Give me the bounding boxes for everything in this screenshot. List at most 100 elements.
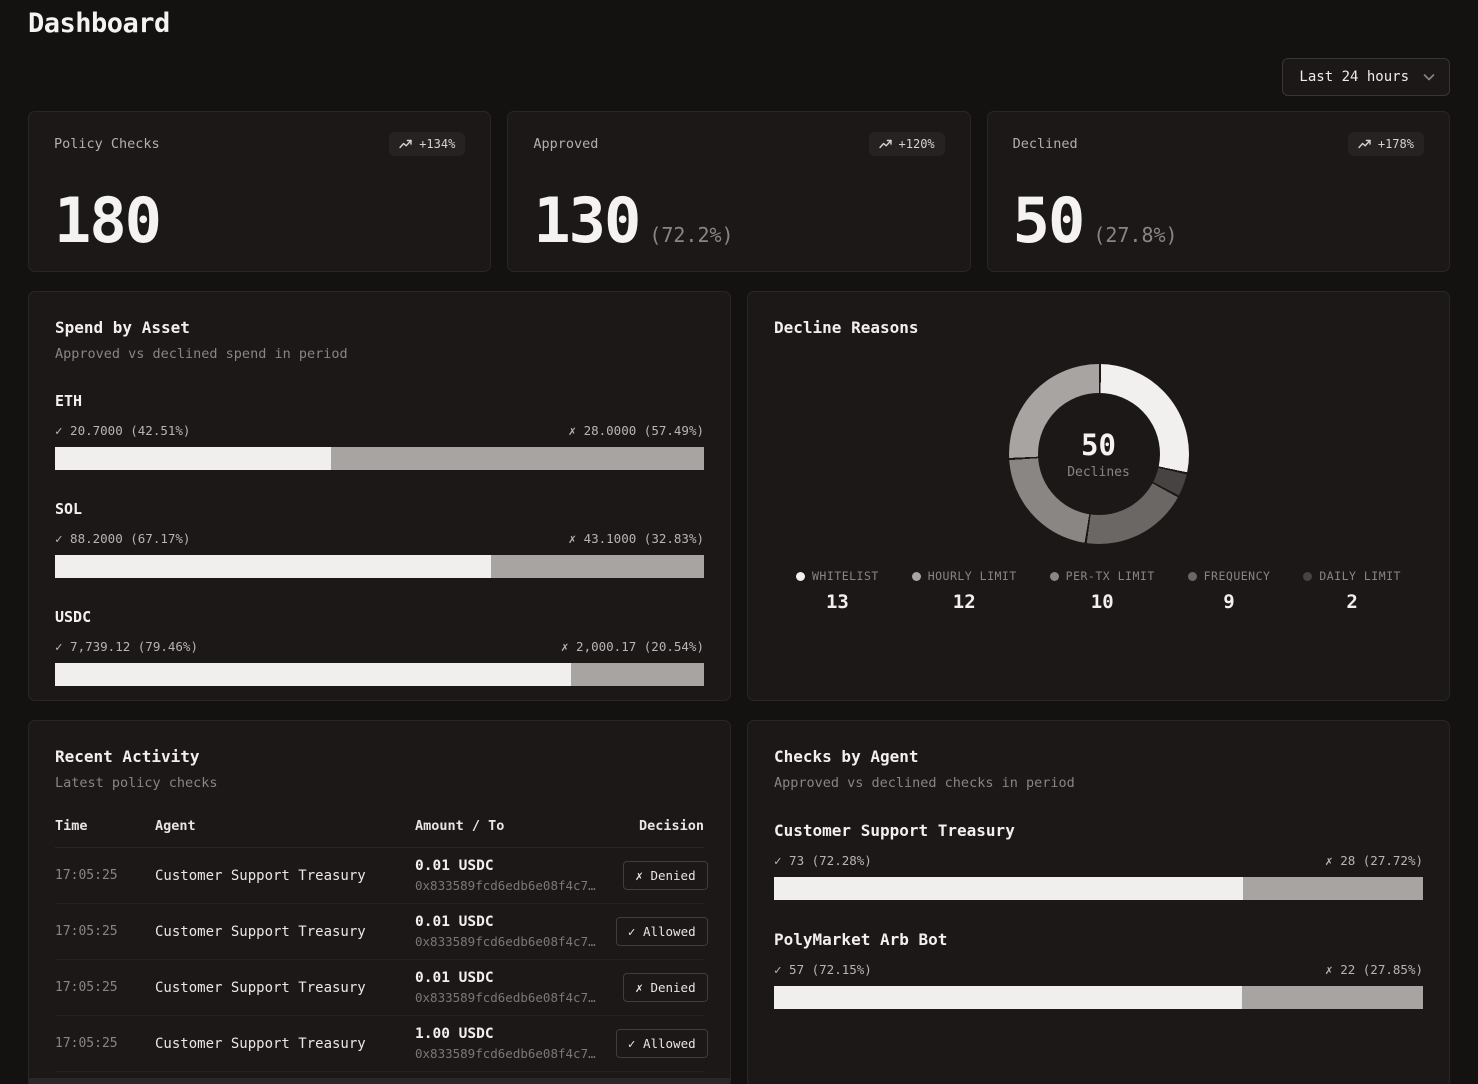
card-title: Decline Reasons — [774, 318, 919, 337]
card-subtitle: Latest policy checks — [55, 775, 218, 791]
to-address: 0x833589fcd6edb6e08f4c7… — [415, 1046, 596, 1061]
declined-stat: ✗ 43.1000 (32.83%) — [568, 531, 704, 546]
delta-value: +134% — [419, 137, 456, 151]
column-header-amount-to: Amount / To — [415, 818, 505, 834]
stat-percent: (72.2%) — [649, 223, 734, 248]
donut-legend: WHITELIST 13 HOURLY LIMIT 12 PER-TX LIMI… — [774, 569, 1423, 613]
table-row[interactable]: 17:05:25 Customer Support Treasury 1.00 … — [55, 1016, 708, 1072]
legend-value: 9 — [1223, 591, 1235, 613]
decision-badge-denied: ✗ Denied — [623, 973, 708, 1002]
time-range-select[interactable]: Last 24 hours — [1282, 58, 1450, 96]
delta-badge: +178% — [1347, 132, 1424, 156]
recent-activity-card: Recent Activity Latest policy checks Tim… — [28, 720, 731, 1084]
table-header-row: Time Agent Amount / To Decision — [55, 818, 704, 848]
recent-activity-table: Time Agent Amount / To Decision 17:05:25… — [55, 818, 708, 1072]
amount: 0.01 USDC — [415, 914, 494, 930]
donut-center: 50 Declines — [1037, 393, 1160, 515]
declined-stat: ✗ 22 (27.85%) — [1325, 962, 1423, 977]
legend-label: FREQUENCY — [1203, 569, 1271, 583]
delta-value: +178% — [1377, 137, 1414, 151]
cell-time: 17:05:25 — [55, 924, 118, 939]
spend-by-asset-card: Spend by Asset Approved vs declined spen… — [28, 291, 731, 701]
table-row[interactable]: 17:05:25 Customer Support Treasury 0.01 … — [55, 848, 708, 904]
donut-center-value: 50 — [1081, 428, 1116, 462]
trending-up-icon — [399, 139, 412, 149]
legend-label: WHITELIST — [812, 569, 879, 583]
page-title: Dashboard — [28, 8, 170, 39]
card-subtitle: Approved vs declined spend in period — [55, 346, 348, 362]
approved-bar-fill — [774, 877, 1244, 900]
time-range-value: Last 24 hours — [1299, 69, 1409, 85]
column-header-time: Time — [55, 818, 88, 834]
legend-value: 2 — [1346, 591, 1358, 613]
checks-by-agent-card: Checks by Agent Approved vs declined che… — [747, 720, 1450, 1084]
legend-label: PER-TX LIMIT — [1065, 569, 1155, 583]
toolbar: Last 24 hours — [28, 58, 1450, 96]
cell-amount-to: 0.01 USDC 0x833589fcd6edb6e08f4c7… — [415, 858, 596, 893]
stat-label: Policy Checks — [54, 136, 160, 152]
amount: 1.00 USDC — [415, 1026, 494, 1042]
trending-up-icon — [1358, 139, 1371, 149]
amount: 0.01 USDC — [415, 970, 494, 986]
agent-name: PolyMarket Arb Bot — [774, 930, 948, 949]
legend-item-frequency: FREQUENCY 9 — [1187, 569, 1271, 613]
spend-bar — [55, 555, 704, 578]
donut-center-label: Declines — [1067, 465, 1130, 480]
declined-stat: ✗ 28 (27.72%) — [1325, 853, 1423, 868]
approved-bar-fill — [774, 986, 1243, 1009]
column-header-decision: Decision — [638, 818, 704, 834]
cell-amount-to: 0.01 USDC 0x833589fcd6edb6e08f4c7… — [415, 914, 596, 949]
approved-bar-fill — [55, 555, 491, 578]
decision-badge-denied: ✗ Denied — [623, 861, 708, 890]
cell-time: 17:05:25 — [55, 1036, 118, 1051]
asset-name: USDC — [55, 608, 92, 626]
card-subtitle: Approved vs declined checks in period — [774, 775, 1075, 791]
stats-row: Policy Checks +134% 180 Approved +120% 1… — [28, 111, 1450, 272]
cell-agent: Customer Support Treasury — [155, 979, 366, 996]
to-address: 0x833589fcd6edb6e08f4c7… — [415, 934, 596, 949]
asset-row-usdc: USDC ✓ 7,739.12 (79.46%) ✗ 2,000.17 (20.… — [55, 608, 704, 686]
stat-value: 130 — [533, 184, 641, 258]
asset-name: SOL — [55, 500, 83, 518]
spend-bar — [55, 447, 704, 470]
approved-stat: ✓ 57 (72.15%) — [774, 962, 872, 977]
decision-badge-allowed: ✓ Allowed — [615, 917, 708, 946]
table-row[interactable]: 17:05:25 Customer Support Treasury 0.01 … — [55, 904, 708, 960]
approved-stat: ✓ 7,739.12 (79.46%) — [55, 639, 198, 654]
cell-amount-to: 1.00 USDC 0x833589fcd6edb6e08f4c7… — [415, 1026, 596, 1061]
table-row[interactable]: 17:05:25 Customer Support Treasury 0.01 … — [55, 960, 708, 1016]
approved-stat: ✓ 73 (72.28%) — [774, 853, 872, 868]
chevron-down-icon — [1423, 73, 1435, 81]
legend-value: 10 — [1090, 591, 1114, 613]
checks-bar — [774, 986, 1423, 1009]
column-header-agent: Agent — [155, 818, 196, 834]
amount: 0.01 USDC — [415, 858, 494, 874]
checks-bar — [774, 877, 1423, 900]
delta-value: +120% — [898, 137, 935, 151]
legend-label: HOURLY LIMIT — [927, 569, 1017, 583]
stat-label: Approved — [533, 136, 599, 152]
stat-card-declined: Declined +178% 50 (27.8%) — [986, 111, 1450, 272]
cell-agent: Customer Support Treasury — [155, 1035, 366, 1052]
approved-stat: ✓ 88.2000 (67.17%) — [55, 531, 191, 546]
cell-agent: Customer Support Treasury — [155, 867, 366, 884]
asset-row-eth: ETH ✓ 20.7000 (42.51%) ✗ 28.0000 (57.49%… — [55, 392, 704, 470]
trending-up-icon — [878, 139, 892, 149]
spend-bar — [55, 663, 704, 686]
stat-value: 50 — [1012, 184, 1086, 258]
legend-dot-icon — [1303, 571, 1313, 581]
card-title: Checks by Agent — [774, 747, 919, 766]
cell-time: 17:05:25 — [55, 868, 118, 883]
agent-row-polymarket-arb-bot: PolyMarket Arb Bot ✓ 57 (72.15%) ✗ 22 (2… — [774, 930, 1423, 1009]
asset-name: ETH — [55, 392, 83, 410]
decline-reasons-donut-chart: 50 Declines — [1008, 364, 1189, 544]
stat-card-policy-checks: Policy Checks +134% 180 — [28, 111, 492, 272]
legend-label: DAILY LIMIT — [1319, 569, 1401, 583]
to-address: 0x833589fcd6edb6e08f4c7… — [415, 990, 596, 1005]
stat-card-approved: Approved +120% 130 (72.2%) — [507, 111, 971, 272]
approved-stat: ✓ 20.7000 (42.51%) — [55, 423, 191, 438]
delta-badge: +120% — [868, 132, 945, 156]
legend-item-hourly-limit: HOURLY LIMIT 12 — [911, 569, 1017, 613]
decision-badge-allowed: ✓ Allowed — [615, 1029, 708, 1058]
cell-agent: Customer Support Treasury — [155, 923, 366, 940]
